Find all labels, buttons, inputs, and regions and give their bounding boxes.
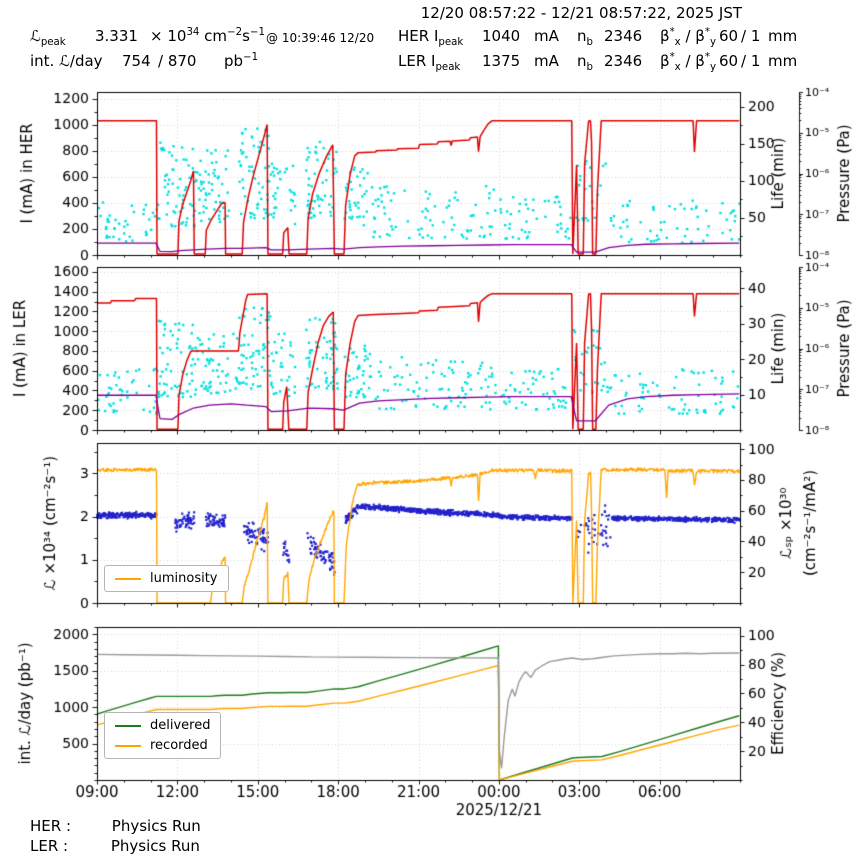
her-status-value: Physics Run: [111, 817, 201, 835]
ler-nb-value: 2346: [604, 52, 643, 70]
ler-beta-label: β*x / β*y: [660, 52, 716, 73]
luminosity-legend: luminosity: [104, 565, 229, 592]
intlumi-label: int. ℒ/day: [30, 52, 103, 70]
her-ipeak-label: HER Ipeak: [398, 27, 464, 48]
legend-item-luminosity: luminosity: [115, 571, 218, 586]
delivered-legend-label: delivered: [150, 718, 211, 733]
her-beta-unit: mm: [768, 27, 798, 45]
her-nb-label: nb: [577, 27, 593, 48]
lpeak-label: ℒpeak: [30, 27, 66, 48]
her-beta-value: 60: [719, 27, 739, 45]
recorded-legend-label: recorded: [150, 738, 208, 753]
her-ipeak-unit: mA: [534, 27, 559, 45]
her-status-label: HER :: [30, 817, 72, 835]
recorded-swatch: [115, 744, 141, 747]
ler-beta-value: 60: [719, 52, 739, 70]
lpeak-value: 3.331: [95, 27, 138, 45]
date-range: 12/20 08:57:22 - 12/21 08:57:22, 2025 JS…: [420, 4, 742, 22]
lpeak-timestamp: @ 10:39:46 12/20: [266, 31, 375, 45]
intlumi-total: / 870: [158, 52, 197, 70]
ler-status-line: LER : Physics Run: [30, 837, 200, 855]
her-beta-label: β*x / β*y: [660, 27, 716, 48]
luminosity-swatch: [115, 577, 141, 580]
ler-ipeak-unit: mA: [534, 52, 559, 70]
luminosity-legend-label: luminosity: [150, 571, 218, 586]
intlumi-unit: pb−1: [224, 52, 259, 70]
ler-beta-unit: mm: [768, 52, 798, 70]
her-status-line: HER : Physics Run: [30, 817, 201, 835]
lpeak-factor: × 1034 cm−2s−1: [150, 27, 265, 45]
intlumi-legend: delivered recorded: [104, 712, 222, 759]
ler-status-label: LER :: [30, 837, 69, 855]
her-beta-sep: / 1: [741, 27, 761, 45]
ler-beta-sep: / 1: [741, 52, 761, 70]
her-ipeak-value: 1040: [482, 27, 521, 45]
her-nb-value: 2346: [604, 27, 643, 45]
legend-item-recorded: recorded: [115, 738, 210, 753]
legend-item-delivered: delivered: [115, 718, 210, 733]
ler-ipeak-value: 1375: [482, 52, 521, 70]
intlumi-value: 754: [122, 52, 151, 70]
ler-ipeak-label: LER Ipeak: [398, 52, 461, 73]
ler-status-value: Physics Run: [110, 837, 200, 855]
delivered-swatch: [115, 724, 141, 727]
ler-nb-label: nb: [577, 52, 593, 73]
